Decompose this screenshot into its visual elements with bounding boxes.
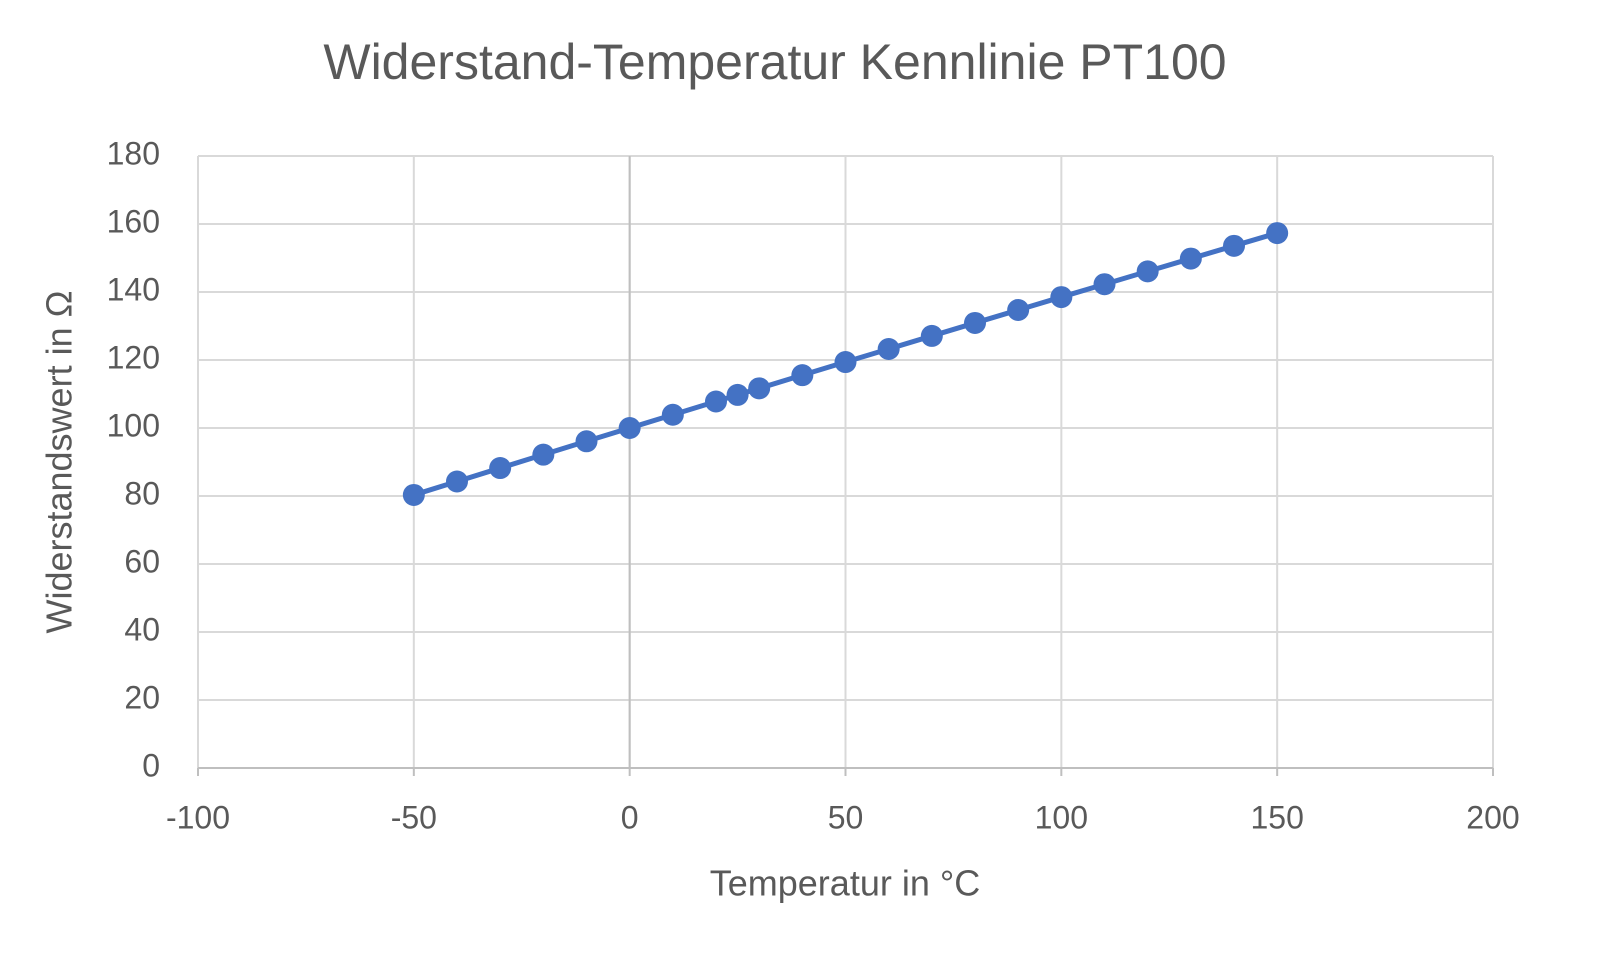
data-point <box>575 430 598 453</box>
data-point <box>1050 286 1073 309</box>
data-point <box>1223 234 1245 257</box>
x-tick-label: 0 <box>621 799 639 835</box>
data-point <box>726 383 749 406</box>
data-point <box>446 470 468 493</box>
x-tick-label: 150 <box>1250 799 1303 835</box>
x-tick-label: 200 <box>1466 799 1519 835</box>
series-line <box>413 230 1278 498</box>
y-tick-label: 40 <box>124 611 160 647</box>
data-point <box>964 311 986 334</box>
chart-title: Widerstand-Temperatur Kennlinie PT100 <box>323 34 1226 90</box>
data-point <box>1266 222 1289 245</box>
data-point <box>877 337 900 360</box>
y-tick-label: 80 <box>124 475 160 511</box>
data-point <box>834 351 857 374</box>
data-point <box>532 443 555 466</box>
data-point <box>1093 273 1116 296</box>
x-axis-title: Temperatur in °C <box>710 863 981 904</box>
y-tick-label: 60 <box>124 543 160 579</box>
data-point <box>1136 260 1159 283</box>
x-tick-label: 50 <box>828 799 864 835</box>
y-tick-label: 180 <box>107 135 160 171</box>
y-tick-label: 0 <box>142 747 160 783</box>
x-tick-label: -50 <box>391 799 437 835</box>
data-point <box>402 483 425 506</box>
x-tick-label: -100 <box>166 799 230 835</box>
data-point <box>920 324 943 347</box>
y-tick-label: 140 <box>107 271 160 307</box>
data-point <box>791 364 814 387</box>
x-tick-label: 100 <box>1035 799 1088 835</box>
data-point <box>618 417 641 439</box>
data-point <box>705 390 727 413</box>
data-point <box>748 377 771 400</box>
data-point <box>661 403 684 426</box>
data-point <box>489 457 512 480</box>
y-axis-title: Widerstandswert in Ω <box>39 290 80 633</box>
y-tick-label: 100 <box>107 407 160 443</box>
y-tick-label: 160 <box>107 203 160 239</box>
y-tick-label: 120 <box>107 339 160 375</box>
data-point <box>1179 247 1202 270</box>
data-point <box>1007 298 1030 321</box>
y-tick-label: 20 <box>124 679 160 715</box>
